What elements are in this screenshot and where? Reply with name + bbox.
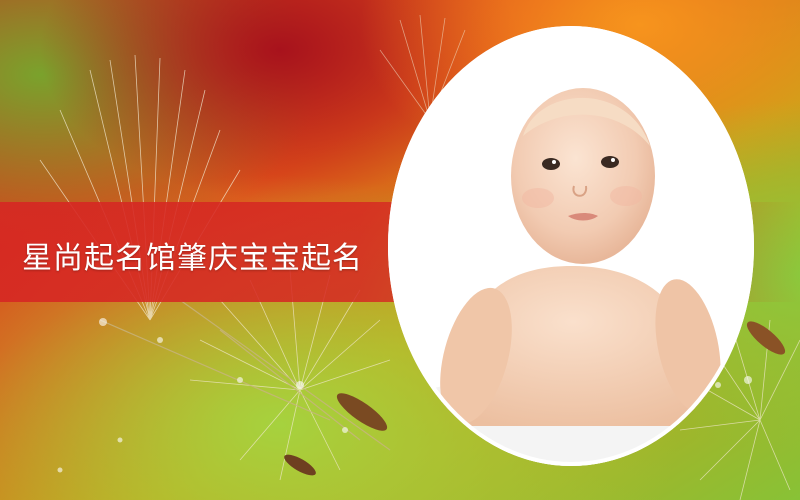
oval-frame: [388, 26, 754, 466]
dandelion-seed-cluster-right: [679, 319, 800, 500]
dandelion-seed-stems: [99, 299, 391, 451]
page-title: 星尚起名馆肇庆宝宝起名: [22, 241, 363, 276]
baby-photo: [388, 26, 754, 466]
water-droplets: [57, 318, 752, 473]
seed-pods: [284, 321, 786, 476]
dandelion-seed-cluster-top: [379, 14, 481, 121]
dandelion-seed-cluster-center: [189, 269, 391, 481]
